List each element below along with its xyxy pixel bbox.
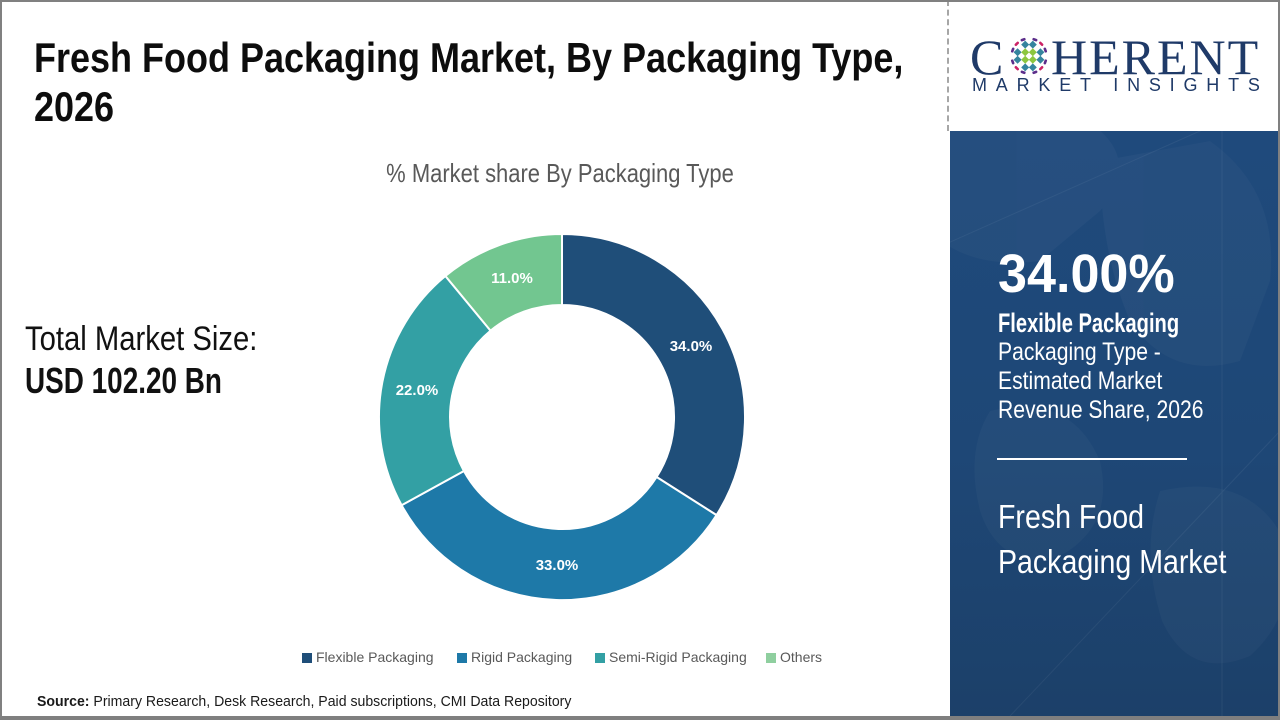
svg-text:22.0%: 22.0% xyxy=(396,382,439,399)
svg-text:34.0%: 34.0% xyxy=(670,338,713,355)
svg-text:11.0%: 11.0% xyxy=(491,270,533,287)
svg-text:33.0%: 33.0% xyxy=(536,557,579,574)
